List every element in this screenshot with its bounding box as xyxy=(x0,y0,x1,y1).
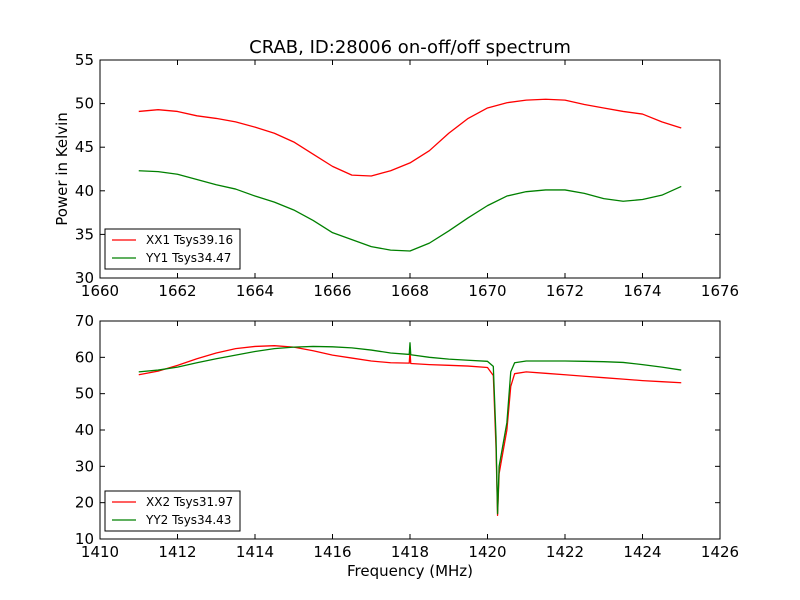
top-legend-label-yy1: YY1 Tsys34.47 xyxy=(145,251,231,265)
bottom-panel: 1410 1412 1414 1416 1418 1420 1422 1424 1426 10 20… xyxy=(75,312,739,580)
top-x-tick-label-8: 1676 xyxy=(701,282,739,300)
top-x-tick-label-2: 1664 xyxy=(236,282,274,300)
bottom-y-tick-label-1: 20 xyxy=(75,494,94,512)
bottom-y-tick-label-4: 50 xyxy=(75,385,94,403)
top-legend-box xyxy=(104,228,241,270)
top-chart-title: CRAB, ID:28006 on-off/off spectrum xyxy=(249,37,571,58)
bottom-legend-label-xx2: XX2 Tsys31.97 xyxy=(146,495,233,509)
bottom-x-tick-label-7: 1424 xyxy=(623,543,661,561)
top-y-tick-label-5: 55 xyxy=(75,51,94,69)
bottom-y-tick-label-3: 40 xyxy=(75,421,94,439)
top-series-line-1 xyxy=(138,98,682,177)
top-plot-area: 1660 1662 1664 1666 1668 1670 1672 1674 1676 30 35… xyxy=(75,51,739,300)
top-y-tick-label-1: 35 xyxy=(75,225,94,243)
bottom-plot-area: 1410 1412 1414 1416 1418 1420 1422 1424 1426 10 20… xyxy=(75,312,739,561)
top-panel: CRAB, ID:28006 on-off/off spectrum Power… xyxy=(53,37,739,300)
bottom-x-tick-label-8: 1426 xyxy=(701,543,739,561)
bottom-x-tick-label-6: 1422 xyxy=(546,543,584,561)
top-legend-label-xx1: XX1 Tsys39.16 xyxy=(146,233,233,247)
bottom-x-tick-label-0: 1410 xyxy=(81,543,119,561)
top-x-tick-label-5: 1670 xyxy=(468,282,506,300)
bottom-y-tick-label-6: 70 xyxy=(75,312,94,330)
top-legend: XX1 Tsys39.16 YY1 Tsys34.47 xyxy=(104,228,241,270)
top-y-tick-label-0: 30 xyxy=(75,269,94,287)
bottom-y-tick-label-0: 10 xyxy=(75,530,94,548)
top-y-tick-label-4: 50 xyxy=(75,95,94,113)
bottom-x-tick-label-3: 1416 xyxy=(313,543,351,561)
bottom-y-tick-label-5: 60 xyxy=(75,348,94,366)
top-x-tick-label-1: 1662 xyxy=(158,282,196,300)
top-x-tick-label-4: 1668 xyxy=(391,282,429,300)
bottom-x-tick-label-4: 1418 xyxy=(391,543,429,561)
bottom-series-line-2 xyxy=(138,342,682,515)
bottom-legend-label-yy2: YY2 Tsys34.43 xyxy=(145,513,231,527)
bottom-legend: XX2 Tsys31.97 YY2 Tsys34.43 xyxy=(104,490,241,532)
top-y-tick-label-3: 45 xyxy=(75,138,94,156)
bottom-x-tick-label-5: 1420 xyxy=(468,543,506,561)
bottom-x-tick-label-1: 1412 xyxy=(158,543,196,561)
bottom-x-axis-label: Frequency (MHz) xyxy=(347,562,473,580)
top-x-tick-label-3: 1666 xyxy=(313,282,351,300)
bottom-y-tick-label-2: 30 xyxy=(75,457,94,475)
bottom-x-tick-label-2: 1414 xyxy=(236,543,274,561)
top-y-axis-label: Power in Kelvin xyxy=(53,112,71,226)
top-x-tick-label-6: 1672 xyxy=(546,282,584,300)
top-y-tick-label-2: 40 xyxy=(75,182,94,200)
top-x-tick-label-7: 1674 xyxy=(623,282,661,300)
bottom-legend-box xyxy=(104,490,241,532)
bottom-series-line-1 xyxy=(138,345,682,517)
top-series-line-2 xyxy=(138,170,682,252)
top-x-tick-label-0: 1660 xyxy=(81,282,119,300)
